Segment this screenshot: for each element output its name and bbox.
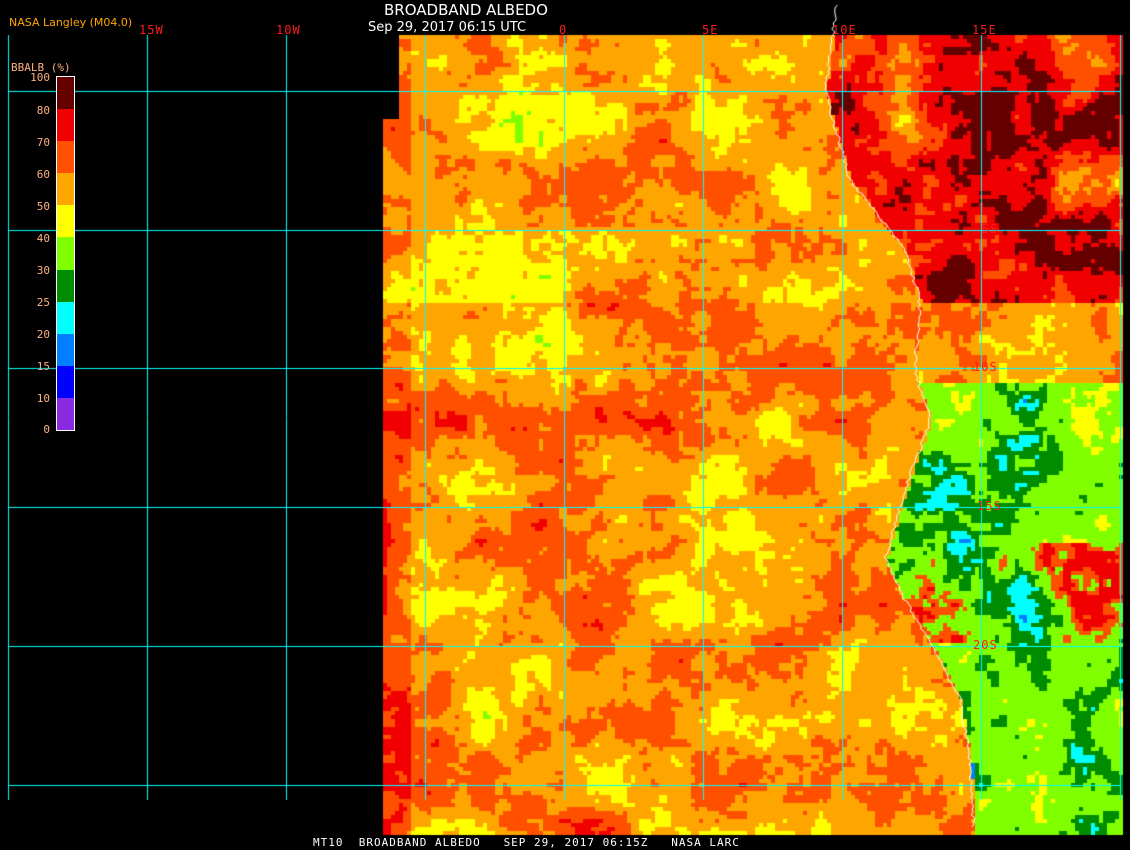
legend-label: 100 [30, 71, 50, 84]
legend-swatch [57, 109, 74, 142]
footer-caption: MT10 BROADBAND ALBEDO SEP 29, 2017 06:15… [313, 836, 740, 849]
legend-swatch [57, 173, 74, 206]
legend-title: BBALB (%) [11, 61, 71, 74]
map-title: BROADBAND ALBEDO [384, 1, 548, 19]
legend-swatch [57, 269, 74, 302]
legend-swatch [57, 333, 74, 366]
legend-label: 60 [36, 168, 50, 181]
legend-label: 0 [43, 423, 50, 436]
legend-label: 30 [36, 264, 50, 277]
lon-label-0: 0 [559, 23, 568, 37]
lon-label-10e: 10E [832, 23, 857, 37]
legend-label: 70 [36, 136, 50, 149]
legend-label: 10 [36, 392, 50, 405]
lon-label-10w: 10W [276, 23, 301, 37]
legend-label: 80 [36, 104, 50, 117]
lon-label-15e: 15E [972, 23, 997, 37]
map-datetime: Sep 29, 2017 06:15 UTC [368, 20, 527, 35]
legend-label: 50 [36, 200, 50, 213]
lat-label-15s: 15S [977, 499, 1002, 513]
legend-label: 40 [36, 232, 50, 245]
lat-label-10s: 10S [973, 360, 998, 374]
legend-label: 15 [36, 360, 50, 373]
legend-color-bar [56, 76, 75, 431]
lon-label-15w: 15W [139, 23, 164, 37]
legend-swatch [57, 205, 74, 238]
legend-swatch [57, 397, 74, 431]
legend-swatch [57, 141, 74, 174]
legend-swatch [57, 237, 74, 270]
legend-swatch [57, 77, 74, 110]
legend-label: 25 [36, 296, 50, 309]
legend-swatch [57, 365, 74, 398]
lat-label-5s: 5S [982, 222, 999, 236]
legend-label: 20 [36, 328, 50, 341]
credit-label: NASA Langley (M04.0) [9, 16, 133, 29]
legend-swatch [57, 301, 74, 334]
lat-label-20s: 20S [973, 638, 998, 652]
lon-label-5e: 5E [702, 23, 719, 37]
